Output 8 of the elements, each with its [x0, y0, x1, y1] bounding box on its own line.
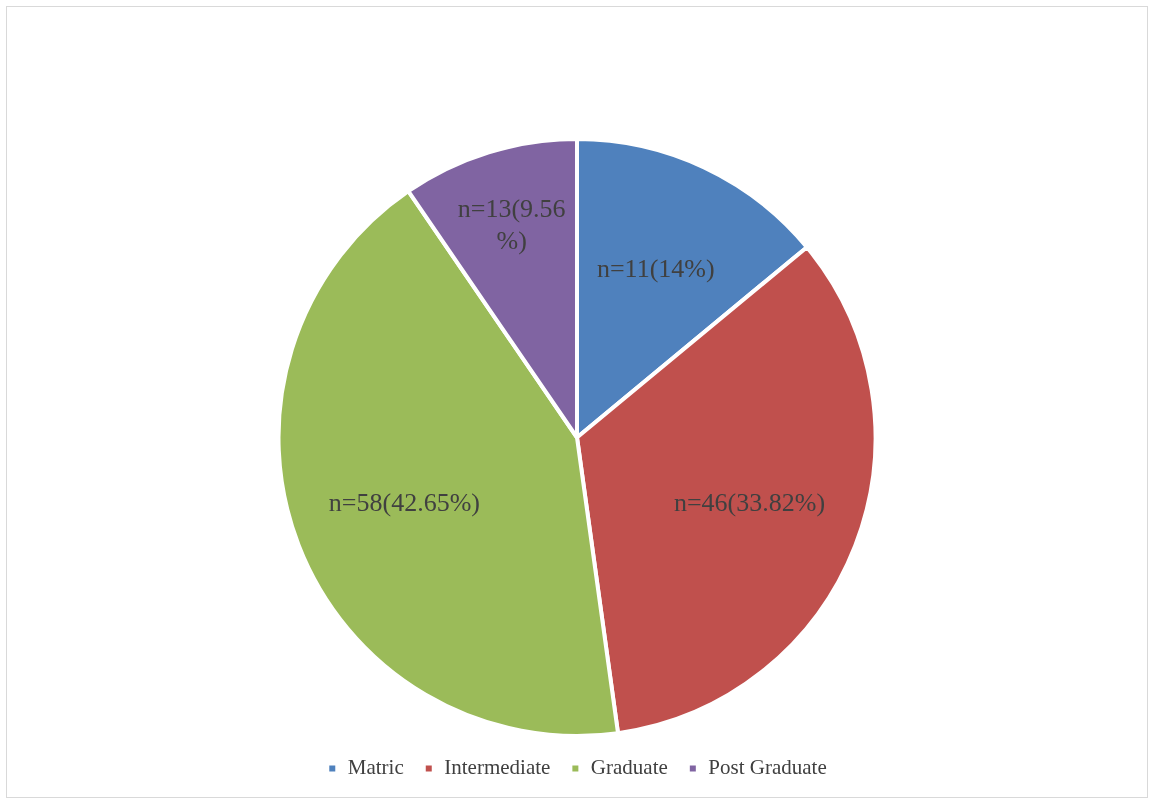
data-label: n=11(14%) [596, 253, 715, 283]
data-label: n=13(9.56%) [457, 194, 566, 256]
legend-label: Intermediate [444, 755, 551, 780]
data-label: n=46(33.82%) [673, 488, 826, 518]
legend-label: Matric [347, 755, 404, 780]
data-label: n=58(42.65%) [328, 488, 480, 518]
legend-label: Post Graduate [708, 755, 827, 780]
legend-label: Graduate [590, 755, 668, 780]
